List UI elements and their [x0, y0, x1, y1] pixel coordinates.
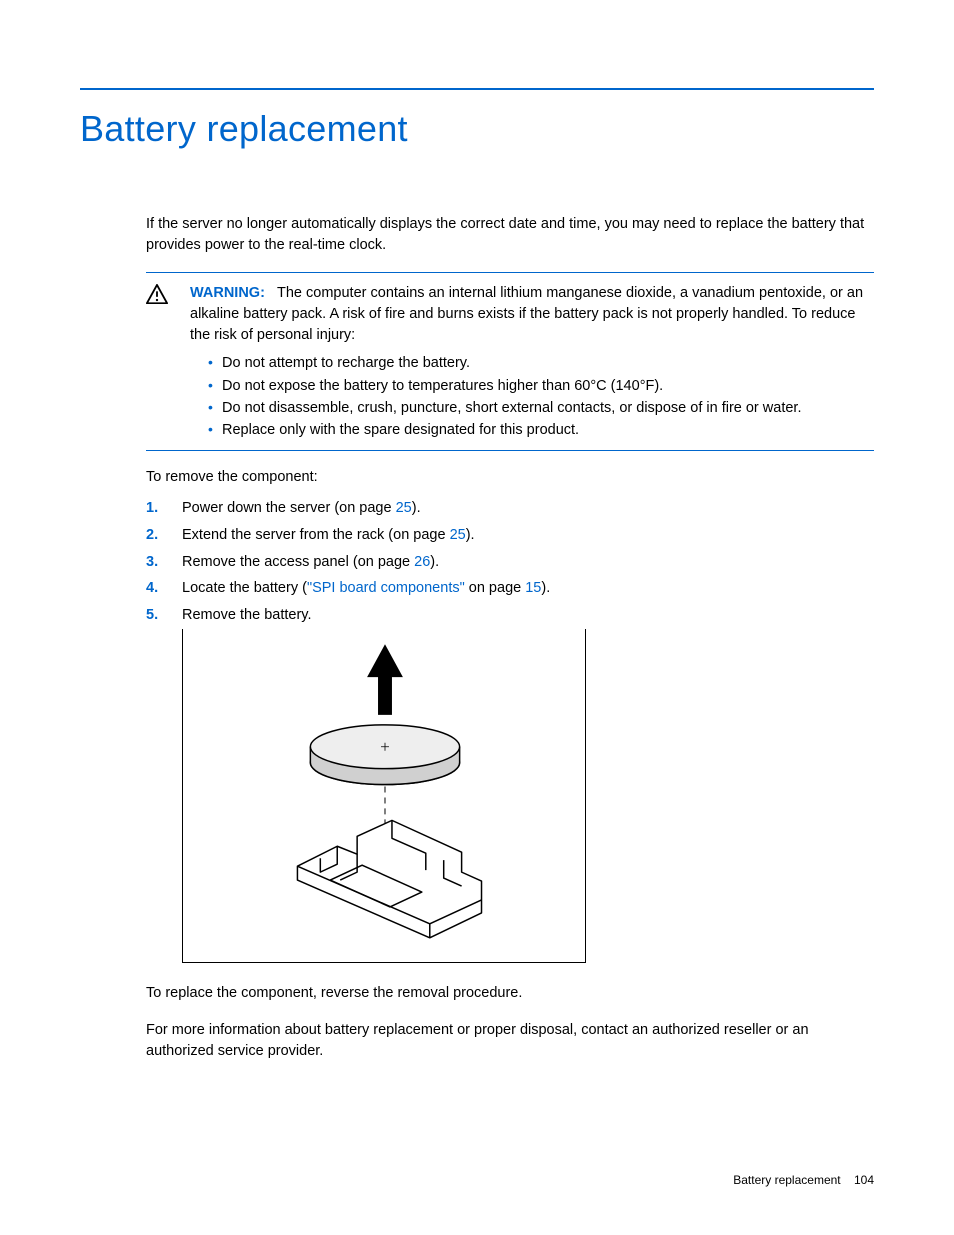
battery-cell	[310, 725, 459, 785]
step-5: Remove the battery.	[146, 602, 874, 629]
warning-bullet: Do not attempt to recharge the battery.	[208, 352, 874, 374]
battery-holder	[297, 820, 481, 937]
intro-paragraph: If the server no longer automatically di…	[146, 214, 874, 256]
footer-title: Battery replacement	[733, 1173, 840, 1187]
battery-diagram	[182, 629, 586, 963]
page-title: Battery replacement	[80, 108, 874, 150]
warning-text: The computer contains an internal lithiu…	[190, 285, 863, 343]
warning-bullet: Do not disassemble, crush, puncture, sho…	[208, 397, 874, 419]
step-1: Power down the server (on page 25).	[146, 495, 874, 522]
top-rule	[80, 88, 874, 90]
page-link[interactable]: 25	[450, 527, 466, 543]
warning-bullet: Replace only with the spare designated f…	[208, 419, 874, 441]
page-link[interactable]: 25	[396, 500, 412, 516]
page-link[interactable]: 15	[525, 580, 541, 596]
page-footer: Battery replacement 104	[733, 1173, 874, 1187]
after-text-1: To replace the component, reverse the re…	[146, 983, 874, 1004]
warning-label: WARNING:	[190, 285, 265, 301]
warning-box: WARNING: The computer contains an intern…	[146, 272, 874, 451]
procedure-intro: To remove the component:	[146, 469, 874, 485]
warning-icon	[146, 284, 168, 304]
arrow-up-icon	[367, 644, 403, 715]
page-link[interactable]: 26	[414, 554, 430, 570]
warning-content: WARNING: The computer contains an intern…	[190, 283, 874, 442]
xref-link[interactable]: "SPI board components"	[307, 580, 465, 596]
step-4: Locate the battery ("SPI board component…	[146, 575, 874, 602]
after-text-2: For more information about battery repla…	[146, 1020, 874, 1062]
procedure-steps: Power down the server (on page 25). Exte…	[146, 495, 874, 629]
step-3: Remove the access panel (on page 26).	[146, 549, 874, 576]
step-2: Extend the server from the rack (on page…	[146, 522, 874, 549]
footer-page-number: 104	[854, 1173, 874, 1187]
warning-bullets: Do not attempt to recharge the battery. …	[190, 352, 874, 442]
warning-bullet: Do not expose the battery to temperature…	[208, 375, 874, 397]
